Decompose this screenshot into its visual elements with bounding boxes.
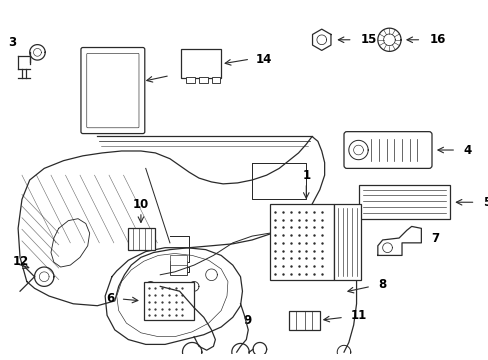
FancyBboxPatch shape bbox=[199, 77, 207, 83]
FancyBboxPatch shape bbox=[333, 204, 361, 280]
Text: 3: 3 bbox=[8, 36, 16, 49]
Text: 14: 14 bbox=[256, 53, 272, 66]
Text: 7: 7 bbox=[430, 231, 438, 244]
Text: 8: 8 bbox=[377, 278, 386, 291]
Text: 16: 16 bbox=[429, 33, 446, 46]
FancyBboxPatch shape bbox=[211, 77, 220, 83]
Text: 10: 10 bbox=[133, 198, 149, 211]
FancyBboxPatch shape bbox=[128, 228, 155, 249]
Text: 6: 6 bbox=[106, 292, 115, 305]
FancyBboxPatch shape bbox=[86, 53, 139, 128]
Text: 2: 2 bbox=[184, 69, 192, 82]
FancyBboxPatch shape bbox=[358, 185, 449, 219]
Text: 12: 12 bbox=[12, 255, 28, 268]
Text: 15: 15 bbox=[360, 33, 376, 46]
FancyBboxPatch shape bbox=[169, 261, 187, 275]
Text: 9: 9 bbox=[243, 314, 251, 327]
Text: 1: 1 bbox=[302, 169, 310, 182]
FancyBboxPatch shape bbox=[81, 48, 144, 134]
FancyBboxPatch shape bbox=[143, 282, 194, 320]
Text: 5: 5 bbox=[482, 196, 488, 209]
FancyBboxPatch shape bbox=[186, 77, 195, 83]
FancyBboxPatch shape bbox=[180, 49, 221, 78]
Text: 11: 11 bbox=[350, 309, 366, 322]
FancyBboxPatch shape bbox=[343, 132, 431, 168]
FancyBboxPatch shape bbox=[288, 311, 319, 330]
Text: 13: 13 bbox=[178, 294, 194, 307]
Text: 4: 4 bbox=[463, 144, 471, 157]
FancyBboxPatch shape bbox=[169, 256, 187, 265]
FancyBboxPatch shape bbox=[269, 204, 333, 280]
